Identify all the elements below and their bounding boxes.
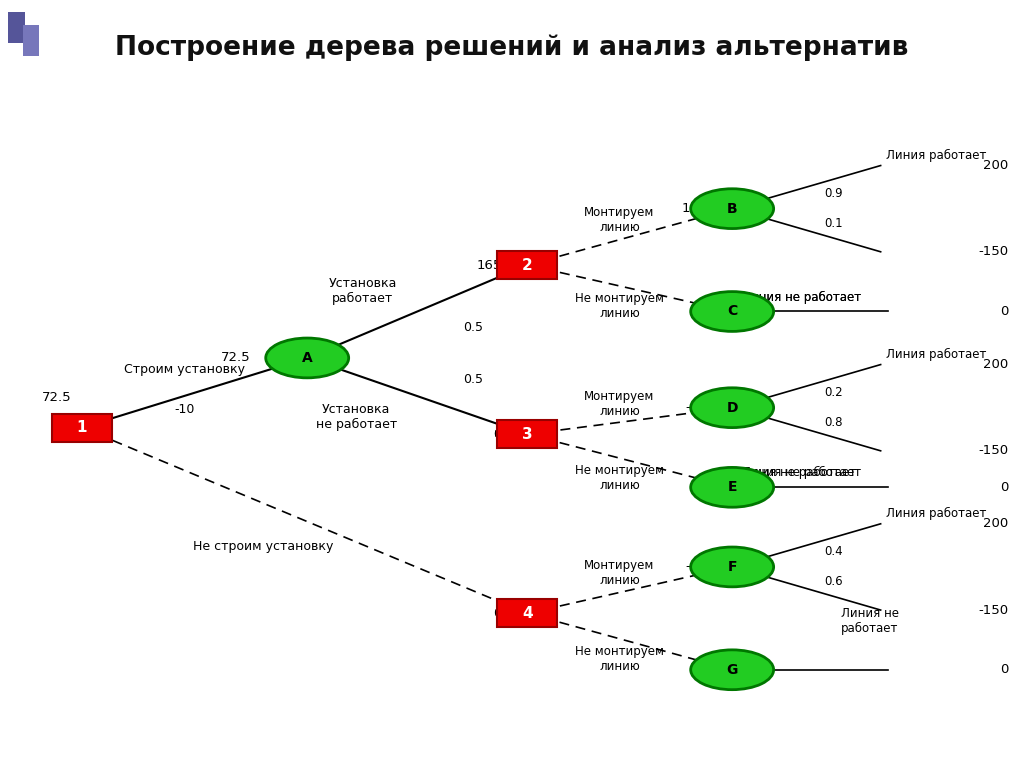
Text: Монтируем
линию: Монтируем линию bbox=[585, 206, 654, 233]
Text: E: E bbox=[727, 480, 737, 494]
Text: Не строим установку: Не строим установку bbox=[194, 541, 334, 553]
FancyBboxPatch shape bbox=[498, 600, 557, 627]
Text: 72.5: 72.5 bbox=[42, 391, 72, 404]
Ellipse shape bbox=[690, 650, 774, 690]
Text: 0.1: 0.1 bbox=[824, 217, 843, 230]
Text: -150: -150 bbox=[979, 444, 1009, 457]
Text: Линия не работает: Линия не работает bbox=[742, 291, 861, 304]
Text: 0: 0 bbox=[494, 428, 502, 441]
Text: Линия работает: Линия работает bbox=[886, 149, 986, 163]
Text: Построение дерева решений и анализ альтернатив: Построение дерева решений и анализ альте… bbox=[116, 35, 908, 61]
Text: 200: 200 bbox=[983, 159, 1009, 172]
Text: 0: 0 bbox=[494, 607, 502, 620]
Text: 72.5: 72.5 bbox=[221, 351, 251, 364]
Text: Линия не работает: Линия не работает bbox=[737, 466, 856, 479]
Text: -150: -150 bbox=[979, 245, 1009, 258]
Text: Не монтируем
линию: Не монтируем линию bbox=[575, 645, 664, 673]
Text: 0.4: 0.4 bbox=[824, 545, 843, 558]
Text: Не монтируем
линию: Не монтируем линию bbox=[575, 464, 664, 492]
Text: 0.8: 0.8 bbox=[824, 416, 843, 429]
Text: 0: 0 bbox=[494, 428, 502, 441]
Text: Линия работает: Линия работает bbox=[886, 348, 986, 361]
Text: Линия работает: Линия работает bbox=[886, 508, 986, 521]
Text: 3: 3 bbox=[522, 426, 532, 442]
Text: 0: 0 bbox=[1000, 481, 1009, 494]
Text: Строим установку: Строим установку bbox=[124, 364, 245, 376]
Text: 1: 1 bbox=[77, 420, 87, 435]
FancyBboxPatch shape bbox=[498, 251, 557, 279]
Text: -150: -150 bbox=[979, 604, 1009, 617]
Text: 165: 165 bbox=[476, 258, 502, 272]
Text: 0: 0 bbox=[1000, 305, 1009, 318]
Text: Монтируем
линию: Монтируем линию bbox=[585, 559, 654, 587]
Ellipse shape bbox=[690, 547, 774, 587]
Text: -80: -80 bbox=[685, 401, 707, 414]
Text: 0.5: 0.5 bbox=[463, 321, 483, 334]
Ellipse shape bbox=[690, 467, 774, 507]
Text: 200: 200 bbox=[983, 358, 1009, 371]
FancyBboxPatch shape bbox=[498, 420, 557, 448]
Text: Линия не
работает: Линия не работает bbox=[842, 607, 899, 635]
Text: 0.6: 0.6 bbox=[824, 575, 843, 588]
Text: -10: -10 bbox=[685, 561, 707, 574]
Text: 4: 4 bbox=[522, 606, 532, 621]
Text: -10: -10 bbox=[174, 403, 195, 416]
Ellipse shape bbox=[690, 189, 774, 229]
Text: D: D bbox=[726, 400, 738, 415]
Text: Линия не работает: Линия не работает bbox=[742, 291, 861, 304]
Text: 165: 165 bbox=[681, 202, 707, 216]
Text: F: F bbox=[727, 560, 737, 574]
Text: A: A bbox=[302, 351, 312, 365]
Text: Установка
не работает: Установка не работает bbox=[315, 403, 396, 431]
Ellipse shape bbox=[690, 388, 774, 427]
Text: 0: 0 bbox=[1000, 663, 1009, 676]
Text: Монтируем
линию: Монтируем линию bbox=[585, 390, 654, 418]
Text: B: B bbox=[727, 202, 737, 216]
Text: 0.5: 0.5 bbox=[463, 373, 483, 386]
Text: C: C bbox=[727, 304, 737, 318]
Text: Установка
работает: Установка работает bbox=[329, 277, 396, 304]
Text: 0.9: 0.9 bbox=[824, 187, 843, 200]
Text: 0.2: 0.2 bbox=[824, 387, 843, 400]
FancyBboxPatch shape bbox=[8, 12, 25, 43]
Text: Не монтируем
линию: Не монтируем линию bbox=[575, 291, 664, 320]
Text: Линия не работает: Линия не работает bbox=[742, 466, 861, 479]
Text: 200: 200 bbox=[983, 517, 1009, 530]
FancyBboxPatch shape bbox=[23, 25, 39, 56]
Text: G: G bbox=[726, 663, 738, 676]
Ellipse shape bbox=[266, 338, 348, 378]
Text: 2: 2 bbox=[522, 258, 532, 272]
FancyBboxPatch shape bbox=[52, 413, 112, 442]
Ellipse shape bbox=[690, 291, 774, 331]
